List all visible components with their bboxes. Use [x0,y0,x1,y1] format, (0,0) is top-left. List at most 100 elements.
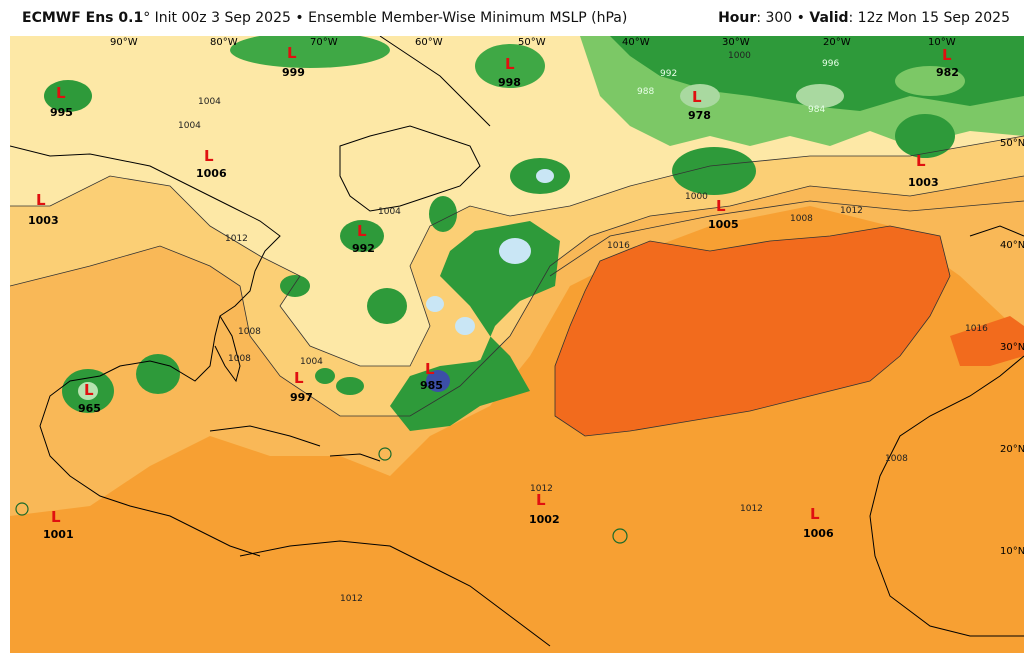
low-value: 1006 [803,527,834,540]
low-value: 998 [498,76,521,89]
isobar-label-20: 1008 [238,327,261,337]
isobar-1008 [10,175,1024,417]
green-cell-12 [473,359,497,379]
degree-symbol: ° [143,10,151,26]
green-cell-2 [895,114,955,158]
low-value: 982 [936,66,959,79]
deep-center-5 [536,169,554,183]
coast-south-america [239,540,551,647]
green-cell-11 [336,377,364,395]
low-letter: L [505,55,515,73]
isobar-label-9: 1004 [300,357,323,367]
low-letter: L [692,88,702,106]
low-marker: L 978 [688,88,711,122]
lat-label-30n: 30°N [1000,342,1024,353]
low-marker: L 999 [282,44,305,79]
deep-center-4 [426,296,444,312]
lat-label-10n: 10°N [1000,546,1024,557]
separator: • [295,10,304,26]
green-cell-9 [136,354,180,394]
lon-label-80w: 80°W [210,37,238,48]
low-value: 1005 [708,218,739,231]
low-marker: L 1006 [803,505,834,540]
isobar-labels: 1004 1004 1008 1012 1016 1000 1008 1012 … [178,51,988,604]
isobar-label-12: 1016 [965,324,988,334]
ring-1 [378,447,392,461]
lon-label-40w: 40°W [622,37,650,48]
isobar-label-15: 996 [822,59,839,69]
coast-florida [214,315,241,383]
green-cell-7 [280,275,310,297]
isobar-1004 [10,135,1024,367]
low-pressure-areas [44,36,1024,431]
hour-label: Hour [718,10,757,26]
low-letter: L [916,152,926,170]
product-name: Ensemble Member-Wise Minimum MSLP (hPa) [308,10,628,26]
low-letter: L [287,44,297,62]
low-marker: L 1002 [529,491,560,526]
green-cell-14 [895,66,965,96]
isobar-label-2: 1004 [178,121,201,131]
coast-hispaniola [329,453,381,462]
coast-iberia [969,225,1024,237]
low-letter: L [942,46,952,64]
longitude-labels: 90°W 80°W 70°W 60°W 50°W 40°W 30°W 20°W … [110,37,956,48]
low-value: 999 [282,66,305,79]
low-letter: L [204,147,214,165]
low-marker: L 1005 [708,197,739,231]
isobar-label-21: 1012 [340,594,363,604]
lon-label-30w: 30°W [722,37,750,48]
isobar-label-5: 1016 [607,241,630,251]
small-low-rings [15,447,628,544]
low-letter: L [294,369,304,387]
lat-label-20n: 20°N [1000,444,1024,455]
low-marker: L 995 [50,84,73,119]
isobar-1016 [554,225,951,437]
map-header: ECMWF Ens 0.1° Init 00z 3 Sep 2025 • Ens… [0,0,1024,36]
low-marker: L 1003 [908,152,939,189]
low-marker: L 982 [936,46,959,79]
lon-label-50w: 50°W [518,37,546,48]
green-cell-4 [340,220,384,252]
isobar-label-6: 1000 [685,192,708,202]
low-marker: L 1006 [196,147,227,180]
green-cell-10 [315,368,335,384]
green-cell-top-2 [475,44,545,88]
coast-north-america [10,145,281,557]
isobar-label-3: 1008 [228,354,251,364]
ring-2 [15,502,29,516]
isobar-1012 [549,200,1024,277]
low-marker: L 998 [498,55,521,89]
deep-center-3 [455,317,475,335]
isobar-label-16: 992 [660,69,677,79]
low-value: 1002 [529,513,560,526]
mslp-map: 1004 1004 1008 1012 1016 1000 1008 1012 … [10,36,1024,653]
deep-center-7 [680,84,720,108]
isobar-label-8: 1012 [840,206,863,216]
valid-value: : 12z Mon 15 Sep 2025 [848,10,1010,26]
lat-label-40n: 40°N [1000,240,1024,251]
low-marker: L 997 [290,369,313,404]
isobar-label-4: 1012 [225,234,248,244]
hour-value: : 300 [756,10,793,26]
isobar-label-7: 1008 [790,214,813,224]
isobar-contours [10,135,1024,437]
low-marker: L 965 [78,381,101,415]
low-marker: L 1001 [43,508,74,541]
lon-label-70w: 70°W [310,37,338,48]
low-letter: L [84,381,94,399]
isobar-label-11: 1008 [885,454,908,464]
low-value: 992 [352,242,375,255]
green-cell-6 [367,288,407,324]
low-letter: L [51,508,61,526]
low-value: 1003 [28,214,59,227]
low-letter: L [716,197,726,215]
low-value: 1006 [196,167,227,180]
low-value: 997 [290,391,313,404]
low-value: 1001 [43,528,74,541]
valid-label: Valid [809,10,849,26]
lon-label-20w: 20°W [823,37,851,48]
low-letter: L [357,222,367,240]
